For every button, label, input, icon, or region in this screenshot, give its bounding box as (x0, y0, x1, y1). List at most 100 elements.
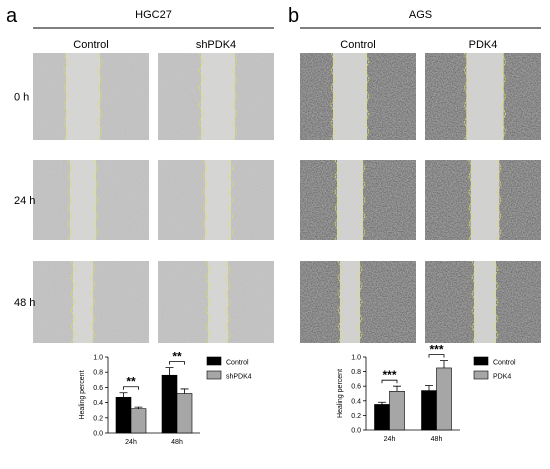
micrograph (300, 52, 416, 141)
y-tick-label: 0.6 (93, 385, 103, 392)
wound-gap (201, 53, 235, 140)
error-bar (425, 385, 433, 391)
row-label: 24 h (14, 195, 35, 207)
bar (421, 390, 437, 431)
wound-gap (70, 160, 96, 240)
wound-edge (198, 52, 204, 141)
error-bar (378, 401, 386, 405)
wound-edge (364, 52, 370, 141)
bar (130, 408, 147, 434)
wound-edge (471, 260, 477, 344)
wound-edge (63, 52, 69, 141)
column-label: Control (73, 39, 108, 51)
x-tick-label: 48h (431, 436, 443, 443)
wound-edge (357, 260, 363, 344)
column-label: PDK4 (469, 39, 498, 51)
significance-label: *** (429, 343, 443, 357)
significance-bracket (123, 386, 139, 390)
panel-letter: b (288, 5, 299, 27)
significance-bracket (169, 361, 185, 365)
legend-swatch (473, 356, 489, 366)
y-tick-label: 0.8 (93, 370, 103, 377)
y-tick-label: 0.4 (93, 400, 103, 407)
wound-edge (337, 260, 343, 344)
legend-swatch (206, 356, 222, 366)
error-bar (119, 392, 128, 398)
micrograph (425, 159, 541, 241)
column-label: Control (340, 39, 375, 51)
legend-swatch (206, 370, 222, 380)
wound-gap (333, 53, 367, 140)
wound-gap (470, 160, 500, 240)
micrograph (300, 260, 416, 344)
micrograph (158, 159, 274, 241)
wound-edge (232, 52, 238, 141)
row-label: 0 h (14, 92, 29, 104)
wound-edge (493, 260, 499, 344)
panel-letter: a (6, 5, 18, 27)
x-tick-label: 24h (384, 436, 396, 443)
error-bar (393, 385, 401, 392)
wound-gap (205, 160, 231, 240)
significance-label: *** (382, 368, 396, 382)
significance-label: ** (126, 375, 136, 389)
error-bar (440, 360, 448, 368)
bar (436, 367, 452, 431)
wound-edge (330, 52, 336, 141)
micrograph (33, 159, 149, 241)
significance-bracket (381, 379, 398, 384)
micrograph (158, 260, 274, 344)
legend-label: Control (493, 360, 516, 367)
wound-edge (205, 260, 211, 344)
bar (115, 396, 132, 434)
wound-edge (225, 260, 231, 344)
bar (176, 393, 193, 434)
legend-label: PDK4 (493, 374, 511, 381)
bar (389, 391, 405, 431)
micrograph (158, 52, 274, 141)
y-tick-label: 0.4 (351, 398, 361, 405)
error-bar (134, 406, 143, 409)
y-tick-label: 0.6 (351, 384, 361, 391)
y-tick-label: 0.0 (351, 428, 361, 435)
y-tick-label: 0.8 (351, 369, 361, 376)
micrograph (33, 260, 149, 344)
wound-gap (73, 261, 93, 343)
wound-edge (70, 260, 76, 344)
micrograph (425, 52, 541, 141)
wound-gap (474, 261, 496, 343)
legend-label: Control (226, 360, 249, 367)
significance-label: ** (172, 350, 182, 364)
significance-bracket (428, 354, 445, 358)
y-tick-label: 1.0 (93, 355, 103, 362)
y-axis-label: Healing percent (79, 370, 86, 419)
micrograph (300, 159, 416, 241)
micrograph (33, 52, 149, 141)
bar (161, 374, 178, 434)
y-tick-label: 0.2 (351, 413, 361, 420)
column-label: shPDK4 (196, 39, 236, 51)
row-label: 48 h (14, 297, 35, 309)
y-axis-label: Healing percent (337, 369, 344, 418)
micrograph (425, 260, 541, 344)
bar (374, 404, 390, 431)
wound-gap (66, 53, 100, 140)
wound-edge (463, 52, 469, 141)
wound-gap (340, 261, 360, 343)
wound-gap (466, 53, 504, 140)
wound-edge (90, 260, 96, 344)
legend-label: shPDK4 (226, 374, 252, 381)
y-tick-label: 0.2 (93, 415, 103, 422)
wound-gap (208, 261, 228, 343)
error-bar (180, 388, 189, 394)
cell-line-label: HGC27 (135, 9, 172, 21)
error-bar (165, 367, 174, 376)
y-tick-label: 1.0 (351, 355, 361, 362)
legend-swatch (473, 370, 489, 380)
x-tick-label: 48h (171, 439, 183, 446)
cell-line-label: AGS (409, 9, 432, 21)
wound-edge (501, 52, 507, 141)
wound-gap (337, 160, 363, 240)
y-tick-label: 0.0 (93, 431, 103, 438)
